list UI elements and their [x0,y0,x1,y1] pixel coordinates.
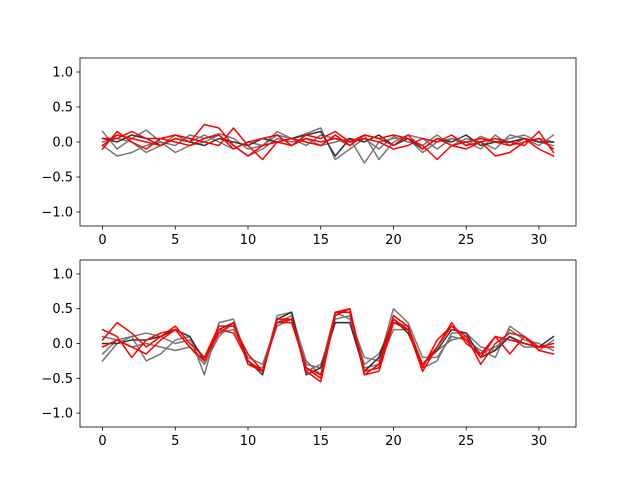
x-tick-label: 20 [385,233,402,248]
x-tick-label: 15 [312,434,329,449]
series-line-6 [101,127,555,161]
y-tick-label: 0.0 [52,136,73,151]
y-tick-label: −1.0 [41,407,73,422]
x-tick-label: 15 [312,233,329,248]
series-group [101,123,555,164]
x-tick-label: 0 [98,233,106,248]
x-tick-label: 5 [171,434,179,449]
series-group [101,307,555,383]
x-tick-label: 25 [458,233,475,248]
x-tick-label: 30 [531,434,548,449]
series-line-7 [101,307,555,376]
x-tick-label: 10 [240,233,257,248]
y-tick-label: 0.5 [52,101,73,116]
x-tick-label: 20 [385,434,402,449]
x-tick-label: 25 [458,434,475,449]
x-tick-label: 5 [171,233,179,248]
y-tick-label: 0.0 [52,337,73,352]
x-tick-label: 0 [98,434,106,449]
subplot-1: 0 5 10 15 20 25 30 −1.0 −0.5 0.0 0.5 1.0 [41,57,577,248]
y-tick-label: 0.5 [52,302,73,317]
y-tick-label: −1.0 [41,206,73,221]
y-tick-label: −0.5 [41,171,73,186]
y-tick-label: 1.0 [52,66,73,81]
y-tick-label: −0.5 [41,372,73,387]
y-tick-label: 1.0 [52,267,73,282]
series-line-1 [101,307,555,376]
x-tick-label: 30 [531,233,548,248]
subplot-2: 0 5 10 15 20 25 30 −1.0 −0.5 0.0 0.5 1.0 [41,259,577,449]
series-line-7 [101,130,555,158]
x-tick-label: 10 [240,434,257,449]
